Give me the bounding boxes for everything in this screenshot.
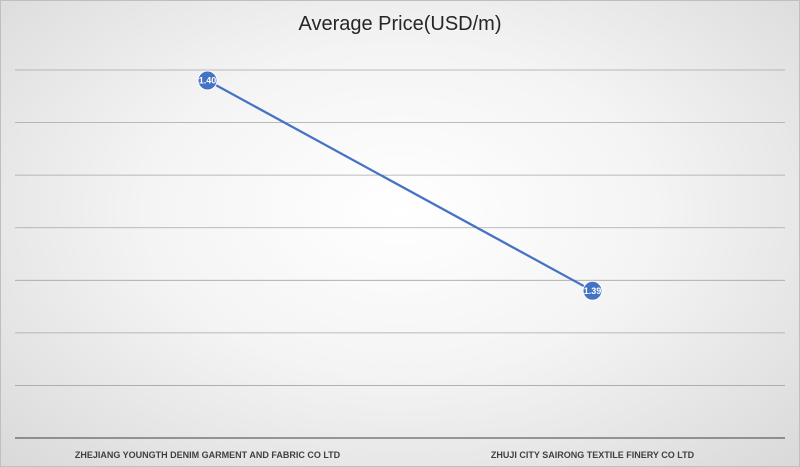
data-label: 1.40 — [199, 76, 217, 86]
chart-title: Average Price(USD/m) — [298, 13, 502, 35]
data-point — [197, 70, 218, 91]
data-point — [582, 280, 603, 301]
x-tick-label: ZHEJIANG YOUNGTH DENIM GARMENT AND FABRI… — [75, 450, 341, 460]
series-line — [206, 79, 594, 292]
data-label: 1.39 — [584, 286, 602, 296]
x-tick-label: ZHUJI CITY SAIRONG TEXTILE FINERY CO LTD — [491, 450, 695, 460]
